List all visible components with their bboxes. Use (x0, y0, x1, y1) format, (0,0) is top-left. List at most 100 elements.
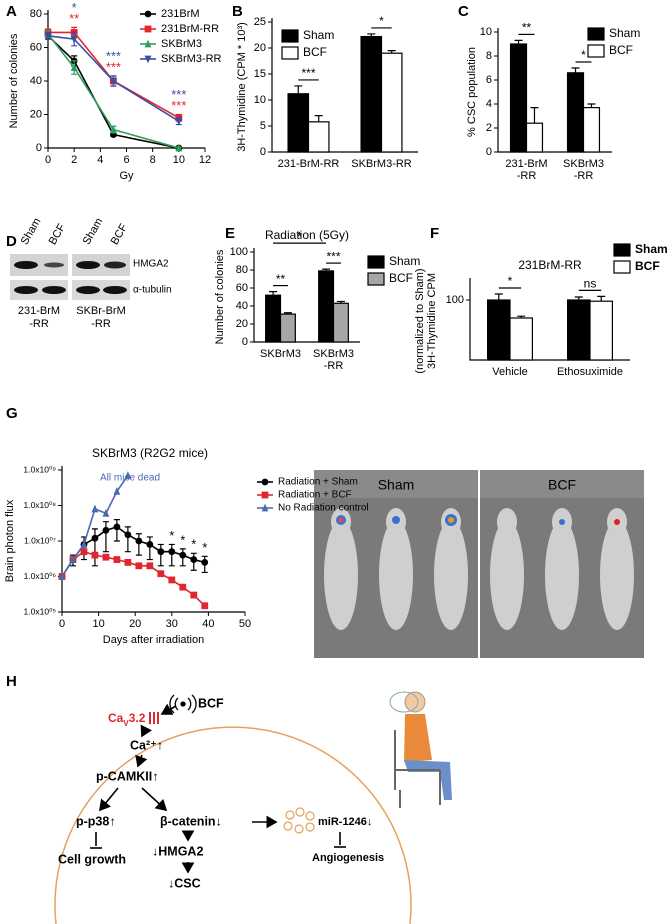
significance: * (72, 0, 77, 15)
x-tick-label: SKBrM3 (313, 348, 354, 360)
lane-label: Sham (81, 216, 106, 247)
y-tick-label: 40 (30, 75, 42, 87)
band (14, 286, 38, 294)
legend-swatch (587, 44, 605, 58)
error-bar (314, 115, 323, 122)
image-group-label: Sham (378, 477, 415, 493)
group-label: 231-BrM (18, 305, 60, 317)
y-tick-label: 5 (260, 120, 266, 132)
x-tick-label: 0 (45, 154, 51, 166)
y-axis-label: % CSC population (466, 47, 478, 137)
significance: ** (69, 11, 79, 26)
marker (201, 602, 209, 610)
error-bar (113, 519, 120, 542)
bar (287, 93, 310, 153)
diagram: H CaV3.2 BCF Ca²⁺↑ p-CAMKII↑ p-p38↑ β-ca… (6, 673, 452, 924)
significance: *** (171, 87, 186, 102)
x-tick-label: 4 (97, 154, 103, 166)
legend-swatch (613, 243, 631, 257)
error-bar (574, 296, 583, 300)
bar (332, 302, 349, 343)
marker (113, 556, 121, 563)
mice (324, 508, 634, 630)
error-bar (514, 39, 523, 44)
x-tick-label: 30 (166, 618, 178, 630)
y-axis-label: 3H-Thymidine (CPM * 10³) (236, 22, 248, 152)
annotation: All mice dead (100, 473, 160, 484)
y-tick-label: 2 (486, 122, 492, 134)
significance: ** (522, 21, 532, 35)
bar (380, 52, 403, 153)
marker (80, 548, 88, 556)
x-tick-label: 231-BrM-RR (278, 158, 340, 170)
y-tick-label: 0 (36, 142, 42, 154)
node: BCF (198, 696, 224, 710)
marker (69, 555, 77, 563)
legend-swatch (367, 272, 385, 286)
bar (360, 35, 383, 153)
y-tick-label: 0 (260, 146, 266, 158)
legend-label: SKBrM3-RR (161, 53, 222, 65)
significance: ** (276, 272, 286, 286)
channel-icon (149, 712, 159, 724)
marker (135, 537, 143, 545)
marker (110, 77, 117, 86)
significance: *** (171, 98, 186, 113)
legend-label: SKBrM3 (161, 38, 202, 50)
marker (146, 541, 154, 548)
x-tick-label: 2 (71, 154, 77, 166)
series-line (47, 33, 180, 149)
panel-label: D (6, 233, 17, 250)
image-frame (314, 470, 478, 498)
marker (102, 526, 110, 534)
error-bar (157, 543, 164, 567)
marker (113, 523, 121, 531)
y-tick-label: 1.0x10⁰⁷ (24, 535, 56, 545)
panel-label: H (6, 673, 17, 690)
bar (566, 72, 585, 153)
y-tick-label: 10 (480, 26, 492, 38)
bar (509, 317, 533, 361)
significance: *** (106, 48, 121, 63)
significance: * (202, 540, 207, 555)
legend-swatch (281, 46, 299, 60)
marker (157, 548, 165, 556)
marker (146, 562, 154, 570)
x-axis-label: Gy (119, 170, 134, 182)
significance: *** (106, 59, 121, 74)
legend-label: Radiation + Sham (278, 477, 358, 488)
bar (566, 299, 591, 361)
node: ↓CSC (168, 876, 201, 890)
legend-label: No Radiation control (278, 503, 369, 514)
panel-label: C (458, 3, 469, 20)
marker (190, 591, 198, 599)
marker (44, 32, 52, 41)
y-tick-label: 1.0x10⁰⁹ (23, 464, 56, 474)
legend-marker (144, 39, 152, 48)
legend-swatch (613, 260, 631, 274)
lane-label: BCF (109, 222, 131, 247)
y-tick-label: 60 (30, 41, 42, 53)
significance: *** (301, 66, 315, 80)
significance: ns (584, 277, 597, 291)
legend-marker (144, 55, 152, 64)
bar (589, 300, 613, 361)
image-group-label: BCF (548, 477, 576, 493)
chart-title: Radiation (5Gy) (265, 228, 349, 242)
error-bar (494, 293, 503, 300)
marker (70, 63, 78, 71)
x-tick-label: -RR (324, 360, 344, 372)
legend-label: BCF (609, 43, 633, 57)
bar (265, 294, 282, 343)
x-tick-label: Vehicle (492, 366, 527, 378)
marker (124, 558, 132, 566)
legend-swatch (587, 27, 605, 41)
x-tick-label: 6 (123, 154, 129, 166)
error-bar (269, 291, 278, 296)
marker (168, 576, 176, 584)
panel-label: A (6, 3, 17, 20)
node: Ca²⁺↑ (130, 738, 163, 752)
error-bar (135, 533, 142, 556)
legend-label: Sham (635, 242, 668, 256)
x-tick-label: 231-BrM (505, 158, 547, 170)
